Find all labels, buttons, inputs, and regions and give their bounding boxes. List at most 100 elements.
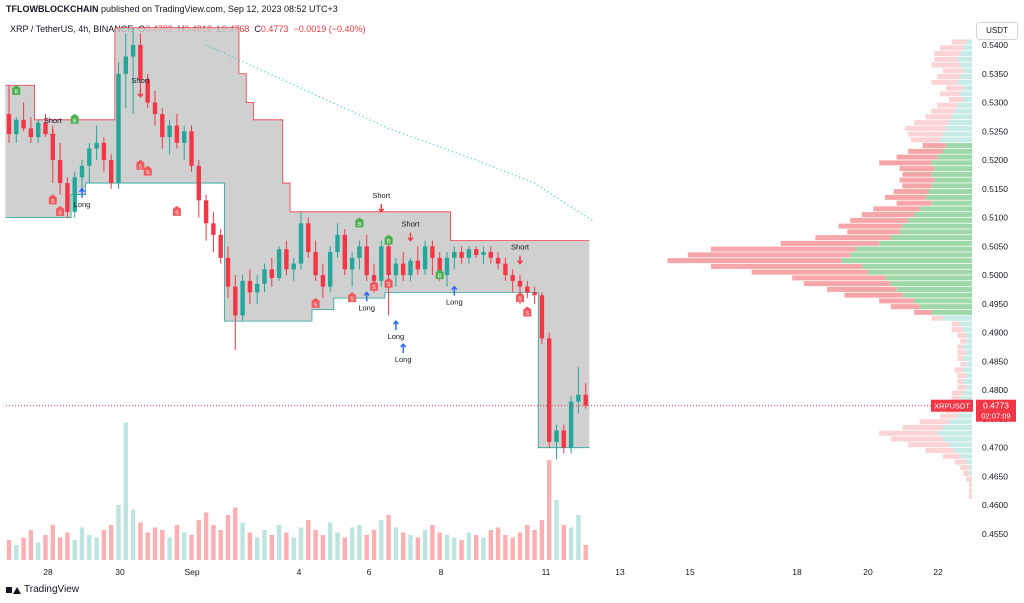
candle — [444, 252, 450, 287]
candle — [466, 246, 472, 264]
candle-body — [138, 45, 143, 80]
vp-buy-bar — [948, 442, 972, 448]
candle-body — [488, 252, 493, 258]
vp-buy-bar — [931, 160, 972, 166]
vp-buy-bar — [899, 229, 972, 235]
vp-sell-bar — [885, 194, 926, 200]
time-axis[interactable]: 28 30 Sep 4 6 8 11 13 15 18 20 22 — [43, 567, 943, 577]
sell-badge-icon — [48, 194, 57, 205]
volume-bar — [408, 535, 413, 560]
candle — [189, 125, 194, 172]
candle — [225, 246, 231, 299]
vp-sell-bar — [954, 459, 967, 465]
volume-bar — [116, 505, 121, 560]
candle — [401, 252, 406, 281]
volume-bar — [138, 522, 143, 560]
vp-sell-bar — [899, 166, 935, 172]
price-tick-label: 0.5300 — [982, 98, 1008, 108]
candle-body — [189, 131, 194, 166]
vp-sell-bar — [890, 436, 943, 442]
vp-buy-bar — [963, 45, 972, 51]
vp-sell-bar — [957, 344, 964, 350]
candle-body — [269, 269, 274, 278]
arrow-down-icon — [407, 232, 414, 242]
vp-buy-bar — [850, 252, 972, 258]
price-tick-label: 0.5100 — [982, 213, 1008, 223]
volume-bar — [21, 537, 26, 560]
candle-body — [364, 246, 369, 276]
vp-buy-bar — [951, 114, 972, 120]
volume-bar — [525, 525, 530, 560]
candle — [452, 246, 457, 270]
time-tick-label: 13 — [615, 567, 625, 577]
publish-header: TFLOWBLOCKCHAIN published on TradingView… — [6, 4, 338, 14]
candle — [255, 275, 260, 304]
time-tick-label: 30 — [115, 567, 125, 577]
candle-body — [568, 401, 574, 448]
vp-buy-bar — [963, 390, 972, 396]
vp-buy-bar — [943, 424, 972, 430]
volume-bar — [28, 530, 34, 560]
vp-buy-bar — [963, 68, 972, 74]
vp-buy-bar — [963, 97, 972, 103]
volume-bar — [203, 512, 209, 560]
candle — [218, 229, 223, 264]
candle-body — [109, 160, 114, 184]
vp-buy-bar — [963, 367, 972, 373]
trend-line — [205, 44, 594, 221]
vp-sell-bar — [792, 275, 885, 281]
vp-buy-bar — [943, 315, 972, 321]
candle-body — [415, 260, 420, 270]
volume-bar — [262, 530, 267, 560]
candle — [481, 246, 486, 264]
volume-bar — [561, 525, 566, 560]
price-tick-label: 0.4800 — [982, 385, 1008, 395]
volume-bar — [357, 525, 362, 560]
price-axis[interactable]: 0.5400 0.5350 0.5300 0.5250 0.5200 0.5150 0.51… — [982, 40, 1008, 539]
sell-badge-label: S — [175, 210, 179, 216]
volume-bar — [342, 537, 347, 560]
price-tick-label: 0.5400 — [982, 40, 1008, 50]
volume-bar — [510, 537, 515, 560]
publisher-name[interactable]: TFLOWBLOCKCHAIN — [6, 4, 99, 14]
vp-buy-bar — [890, 281, 972, 287]
volume-bar — [298, 527, 304, 560]
currency-selector[interactable]: USDT — [976, 22, 1018, 40]
candle — [291, 257, 296, 281]
vp-buy-bar — [931, 183, 972, 189]
sell-badge-label: S — [314, 302, 318, 308]
candle — [503, 257, 508, 281]
volume-bar — [488, 530, 493, 560]
candles — [6, 27, 588, 460]
candle — [72, 171, 77, 218]
footer-brand[interactable]: TradingView — [6, 584, 79, 595]
vp-sell-bar — [960, 338, 967, 344]
candle-body — [408, 260, 413, 276]
sell-badge-icon — [143, 165, 152, 176]
signals: Short Short Short Short Short Long Long Long Lon… — [12, 76, 532, 364]
symbol-title[interactable]: XRP / TetherUS, 4h, BINANCE — [10, 24, 134, 34]
vp-sell-bar — [945, 85, 964, 91]
candle-body — [116, 73, 121, 184]
candle-body — [291, 263, 296, 270]
sell-badge-icon — [523, 306, 532, 317]
candle — [430, 240, 435, 276]
candle — [495, 252, 501, 270]
vp-buy-bar — [928, 189, 972, 195]
vp-buy-bar — [948, 120, 972, 126]
candle — [101, 137, 107, 172]
volume-bar — [145, 532, 150, 560]
volume-bar — [583, 545, 588, 560]
candle — [43, 114, 48, 138]
vp-sell-bar — [960, 465, 970, 471]
vp-sell-bar — [937, 102, 958, 108]
vp-buy-bar — [966, 39, 972, 45]
vp-buy-bar — [963, 344, 972, 350]
long-signal-label: Long — [446, 298, 463, 307]
price-tag-value: 0.4773 — [983, 401, 1009, 411]
vp-sell-bar — [922, 143, 946, 149]
vp-sell-bar — [963, 470, 970, 476]
long-signal-label: Long — [358, 303, 375, 312]
